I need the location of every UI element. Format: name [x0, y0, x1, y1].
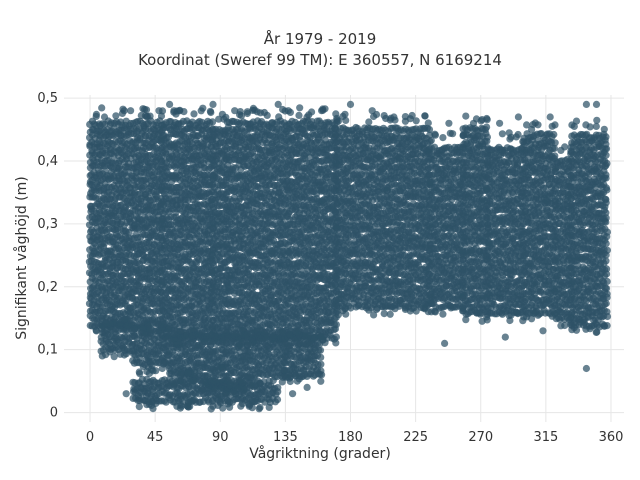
- data-point: [190, 110, 198, 118]
- data-point: [275, 113, 283, 121]
- data-point: [207, 108, 215, 117]
- data-point: [260, 108, 268, 117]
- data-point: [141, 112, 149, 120]
- data-point: [92, 112, 100, 120]
- data-point: [158, 107, 167, 115]
- data-point: [118, 109, 126, 117]
- data-point: [295, 111, 303, 119]
- chart-title-line-2: Koordinat (Sweref 99 TM): E 360557, N 61…: [138, 51, 502, 69]
- data-point: [112, 112, 120, 120]
- data-point: [237, 112, 246, 120]
- data-point: [305, 111, 313, 119]
- chart-title-line-1: År 1979 - 2019: [263, 30, 377, 48]
- data-point: [92, 326, 100, 334]
- data-point: [199, 104, 207, 112]
- data-point: [332, 321, 340, 329]
- data-point: [332, 339, 340, 347]
- data-point: [296, 104, 304, 112]
- data-point: [249, 106, 257, 114]
- data-point: [139, 105, 147, 113]
- data-point: [98, 104, 106, 112]
- data-point: [218, 110, 226, 118]
- data-point: [180, 108, 188, 116]
- data-points: [85, 100, 612, 413]
